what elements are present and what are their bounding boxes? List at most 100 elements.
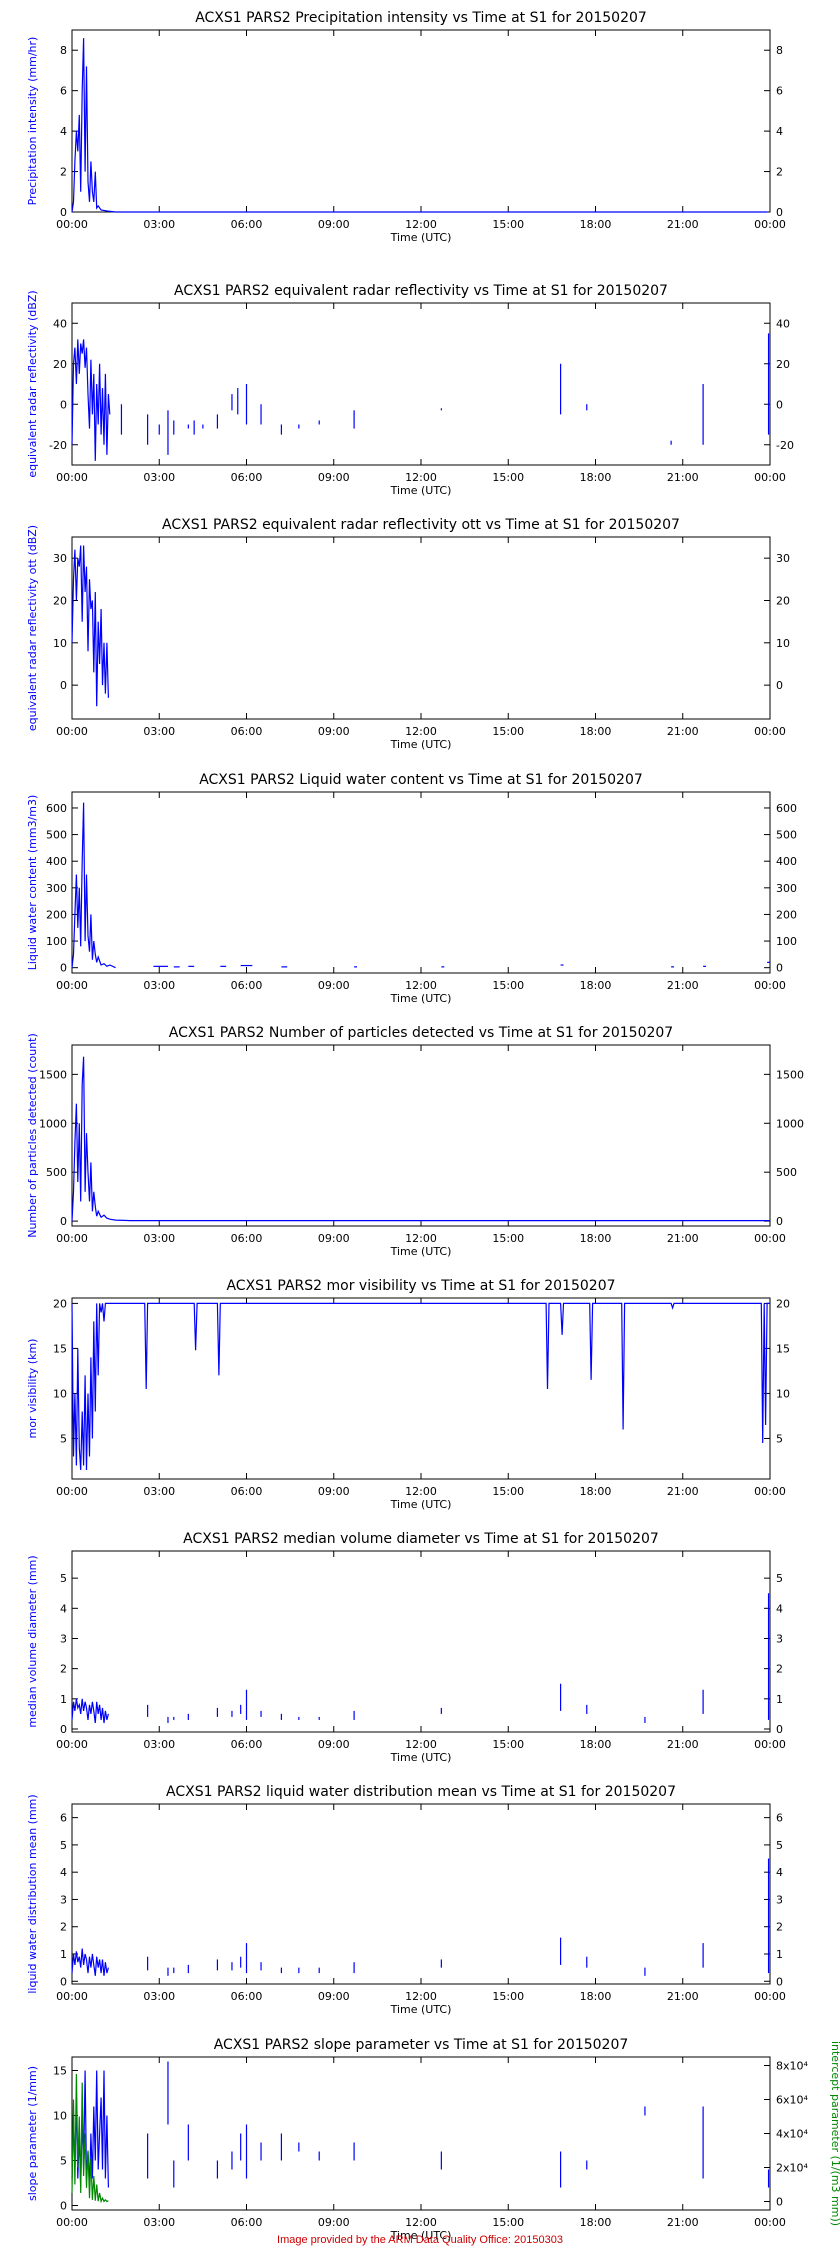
x-tick-label: 15:00 (492, 218, 524, 231)
x-tick-label: 09:00 (318, 1485, 350, 1498)
chart-title: ACXS1 PARS2 equivalent radar reflectivit… (162, 517, 680, 533)
y-tick-label-right: 3 (776, 1893, 783, 1906)
x-tick-label: 09:00 (318, 1738, 350, 1751)
data-series-line (71, 1698, 109, 1724)
x-tick-label: 06:00 (231, 218, 263, 231)
plot-frame (71, 1297, 771, 1480)
chart-title: ACXS1 PARS2 Liquid water content vs Time… (199, 772, 643, 788)
x-tick-label: 15:00 (492, 471, 524, 484)
chart-title: ACXS1 PARS2 Number of particles detected… (169, 1025, 673, 1041)
y-tick-label-right: -20 (776, 439, 794, 452)
y-tick-label-right: 6 (776, 1812, 783, 1825)
y-tick-label: 200 (46, 908, 67, 921)
data-series-line (71, 2070, 109, 2188)
y-tick-label-right: 10 (776, 637, 790, 650)
y-axis-label: median volume diameter (mm) (26, 1555, 39, 1727)
y-tick-label: 6 (60, 1812, 67, 1825)
x-tick-label: 00:00 (754, 725, 786, 738)
x-tick-label: 00:00 (56, 2216, 88, 2229)
x-tick-label: 00:00 (56, 1232, 88, 1245)
y-tick-label-right: 8 (776, 44, 783, 57)
x-tick-label: 09:00 (318, 725, 350, 738)
y-tick-label: 2 (60, 1663, 67, 1676)
x-tick-label: 03:00 (143, 218, 175, 231)
x-axis-label: Time (UTC) (390, 484, 452, 497)
y-tick-label: 0 (60, 206, 67, 219)
x-tick-label: 06:00 (231, 2216, 263, 2229)
y-axis-label: mor visibility (km) (26, 1339, 39, 1439)
x-tick-label: 03:00 (143, 1232, 175, 1245)
y-tick-label-right: 15 (776, 1342, 790, 1355)
y-tick-label: 10 (53, 2110, 67, 2123)
x-tick-label: 12:00 (405, 2216, 437, 2229)
y2-tick-label: 4x10⁴ (776, 2128, 809, 2141)
y-tick-label-right: 100 (776, 935, 797, 948)
y-tick-label: 20 (53, 358, 67, 371)
x-tick-label: 18:00 (580, 218, 612, 231)
y-tick-label: 100 (46, 935, 67, 948)
x-tick-label: 15:00 (492, 1738, 524, 1751)
x-tick-label: 12:00 (405, 1485, 437, 1498)
y-tick-label: 300 (46, 882, 67, 895)
y-tick-label: -20 (49, 439, 67, 452)
x-tick-label: 03:00 (143, 1738, 175, 1751)
y-tick-label: 1500 (39, 1068, 67, 1081)
x-tick-label: 00:00 (754, 471, 786, 484)
x-tick-label: 18:00 (580, 471, 612, 484)
y-axis-label: slope parameter (1/mm) (26, 2066, 39, 2201)
x-tick-label: 21:00 (667, 1232, 699, 1245)
y-tick-label: 10 (53, 1387, 67, 1400)
y-tick-label: 3 (60, 1893, 67, 1906)
x-axis-label: Time (UTC) (390, 1498, 452, 1511)
y-tick-label-right: 600 (776, 802, 797, 815)
y-tick-label-right: 1500 (776, 1068, 804, 1081)
y-tick-label: 500 (46, 1166, 67, 1179)
x-tick-label: 06:00 (231, 1485, 263, 1498)
x-tick-label: 00:00 (56, 725, 88, 738)
y-tick-label-right: 10 (776, 1387, 790, 1400)
plot-frame (71, 29, 771, 213)
y-tick-label: 0 (60, 398, 67, 411)
x-tick-label: 09:00 (318, 471, 350, 484)
y2-tick-label: 2x10⁴ (776, 2162, 809, 2175)
y-tick-label: 0 (60, 1975, 67, 1988)
y-tick-label-right: 30 (776, 552, 790, 565)
x-tick-label: 03:00 (143, 471, 175, 484)
y-tick-label-right: 200 (776, 908, 797, 921)
y-tick-label: 400 (46, 855, 67, 868)
x-tick-label: 15:00 (492, 2216, 524, 2229)
chart-title: ACXS1 PARS2 median volume diameter vs Ti… (183, 1531, 659, 1547)
y-tick-label: 5 (60, 1572, 67, 1585)
chart-title: ACXS1 PARS2 mor visibility vs Time at S1… (226, 1278, 615, 1294)
y-axis-label: Liquid water content (mm3/m3) (26, 795, 39, 971)
x-tick-label: 00:00 (56, 218, 88, 231)
x-tick-label: 18:00 (580, 1990, 612, 2003)
y-tick-label: 6 (60, 85, 67, 98)
y2-tick-label: 0 (776, 2196, 783, 2209)
y-tick-label: 20 (53, 594, 67, 607)
x-tick-label: 18:00 (580, 2216, 612, 2229)
x-tick-label: 15:00 (492, 1232, 524, 1245)
y-tick-label-right: 500 (776, 1166, 797, 1179)
data-series-line (71, 1302, 770, 1471)
y-tick-label-right: 5 (776, 1432, 783, 1445)
plot-frame (71, 2056, 771, 2211)
x-tick-label: 00:00 (56, 471, 88, 484)
y2-tick-label: 8x10⁴ (776, 2060, 809, 2073)
plot-frame (71, 302, 771, 466)
y-tick-label: 4 (60, 1602, 67, 1615)
x-axis-label: Time (UTC) (390, 1245, 452, 1258)
y-tick-label-right: 0 (776, 1723, 783, 1736)
x-tick-label: 00:00 (56, 1990, 88, 2003)
x-axis-label: Time (UTC) (390, 1751, 452, 1764)
y-tick-label: 0 (60, 962, 67, 975)
footer-credit: Image provided by the ARM Data Quality O… (277, 2234, 563, 2246)
x-tick-label: 00:00 (754, 1232, 786, 1245)
plot-frame (71, 1044, 771, 1227)
y-tick-label-right: 300 (776, 882, 797, 895)
chart-title: ACXS1 PARS2 Precipitation intensity vs T… (195, 10, 647, 26)
x-tick-label: 12:00 (405, 1738, 437, 1751)
x-tick-label: 12:00 (405, 218, 437, 231)
y-tick-label-right: 1000 (776, 1117, 804, 1130)
